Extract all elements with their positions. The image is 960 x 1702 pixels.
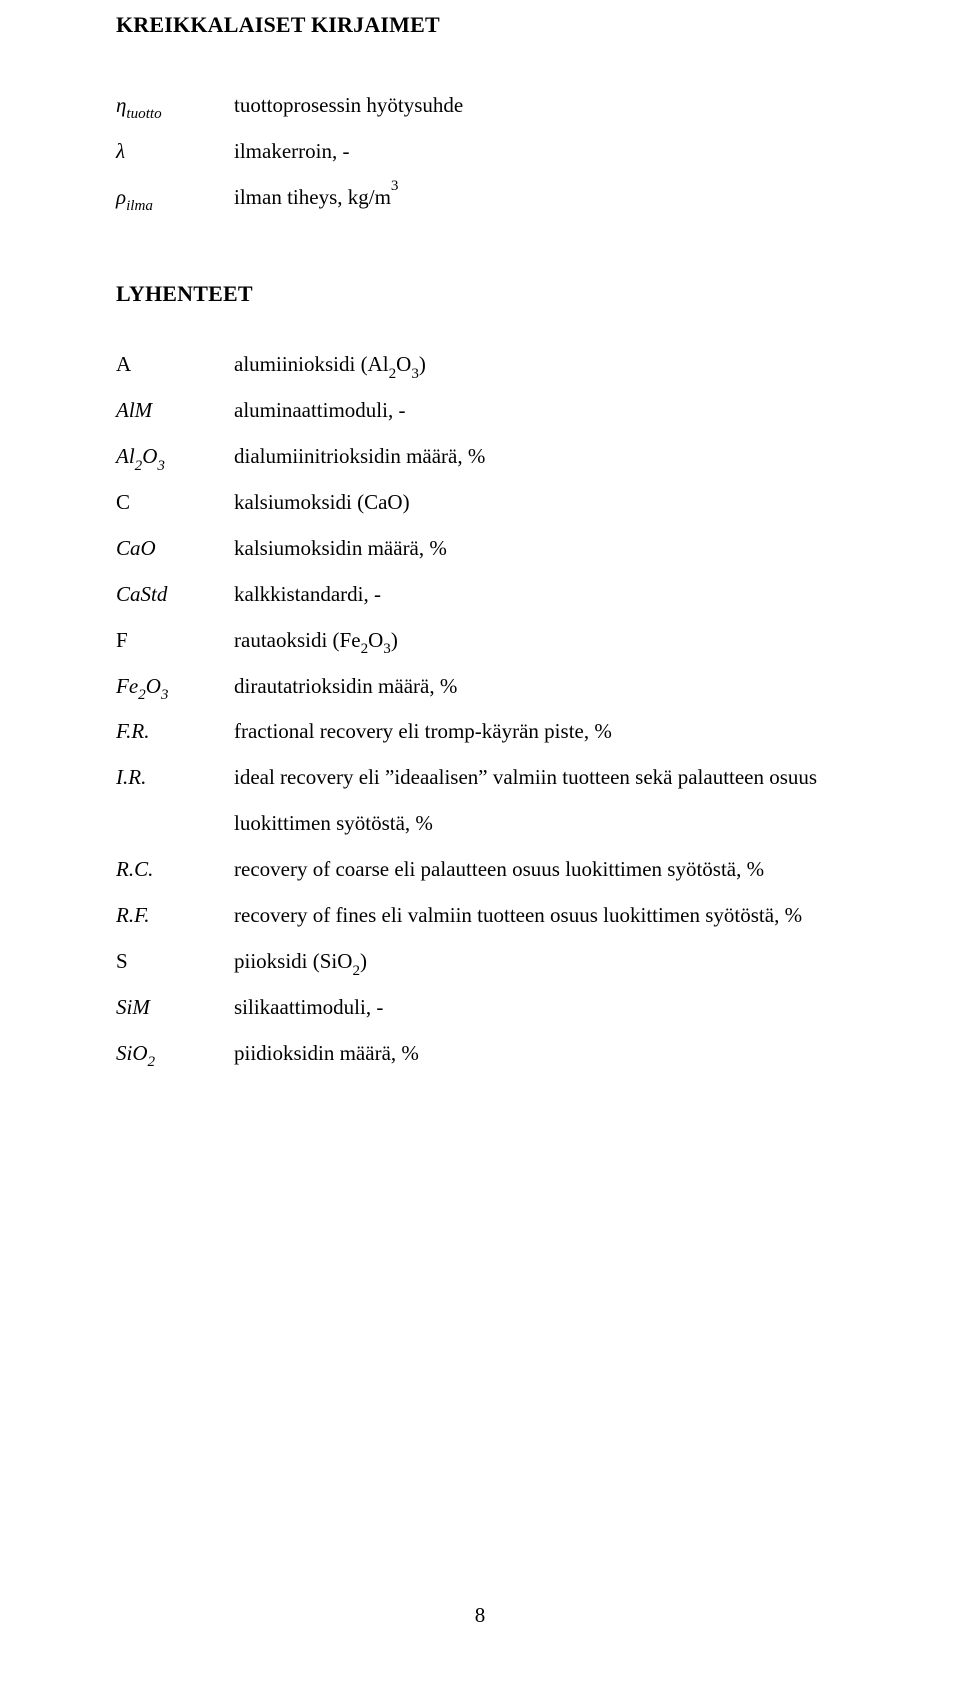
definition-description: ilman tiheys, kg/m3 — [234, 178, 852, 224]
abbr-definitions: Aalumiinioksidi (Al2O3)AlMaluminaattimod… — [116, 345, 852, 1079]
definition-symbol: A — [116, 345, 234, 391]
definition-row: ρilmailman tiheys, kg/m3 — [116, 178, 852, 224]
definition-symbol: SiM — [116, 988, 234, 1034]
definition-symbol: R.F. — [116, 896, 234, 942]
definition-row: ηtuottotuottoprosessin hyötysuhde — [116, 86, 852, 132]
definition-symbol: I.R. — [116, 758, 234, 804]
definition-description: dirautatrioksidin määrä, % — [234, 667, 852, 713]
definition-description: alumiinioksidi (Al2O3) — [234, 345, 852, 391]
definition-description: kalsiumoksidin määrä, % — [234, 529, 852, 575]
definition-row: Frautaoksidi (Fe2O3) — [116, 621, 852, 667]
definition-row: Aalumiinioksidi (Al2O3) — [116, 345, 852, 391]
greek-definitions: ηtuottotuottoprosessin hyötysuhdeλilmake… — [116, 86, 852, 224]
definition-row: SiMsilikaattimoduli, - — [116, 988, 852, 1034]
definition-symbol: ρilma — [116, 178, 234, 224]
definition-row: Al2O3dialumiinitrioksidin määrä, % — [116, 437, 852, 483]
definition-symbol: SiO2 — [116, 1034, 234, 1080]
heading-abbr: LYHENTEET — [116, 273, 852, 315]
definition-description: aluminaattimoduli, - — [234, 391, 852, 437]
definition-description: silikaattimoduli, - — [234, 988, 852, 1034]
heading-greek: KREIKKALAISET KIRJAIMET — [116, 4, 852, 46]
definition-symbol: AlM — [116, 391, 234, 437]
definition-description: piioksidi (SiO2) — [234, 942, 852, 988]
definition-row: SiO2piidioksidin määrä, % — [116, 1034, 852, 1080]
definition-symbol: CaStd — [116, 575, 234, 621]
definition-description: tuottoprosessin hyötysuhde — [234, 86, 852, 132]
definition-symbol: Al2O3 — [116, 437, 234, 483]
definition-symbol: Fe2O3 — [116, 667, 234, 713]
definition-row: I.R.ideal recovery eli ”ideaalisen” valm… — [116, 758, 852, 804]
definition-row: Ckalsiumoksidi (CaO) — [116, 483, 852, 529]
definition-symbol: C — [116, 483, 234, 529]
definition-row: F.R.fractional recovery eli tromp-käyrän… — [116, 712, 852, 758]
definition-symbol: F.R. — [116, 712, 234, 758]
definition-description: ilmakerroin, - — [234, 132, 852, 178]
definition-row: R.C.recovery of coarse eli palautteen os… — [116, 850, 852, 896]
definition-symbol: λ — [116, 132, 234, 178]
definition-symbol: CaO — [116, 529, 234, 575]
definition-description: recovery of fines eli valmiin tuotteen o… — [234, 896, 852, 942]
definition-description: piidioksidin määrä, % — [234, 1034, 852, 1080]
definition-description: recovery of coarse eli palautteen osuus … — [234, 850, 852, 896]
definition-description: kalkkistandardi, - — [234, 575, 852, 621]
definition-description: ideal recovery eli ”ideaalisen” valmiin … — [234, 758, 852, 804]
definition-symbol: ηtuotto — [116, 86, 234, 132]
definition-symbol: R.C. — [116, 850, 234, 896]
definition-symbol: F — [116, 621, 234, 667]
definition-row: λilmakerroin, - — [116, 132, 852, 178]
definition-row: CaStdkalkkistandardi, - — [116, 575, 852, 621]
definition-description: dialumiinitrioksidin määrä, % — [234, 437, 852, 483]
definition-row: AlMaluminaattimoduli, - — [116, 391, 852, 437]
definition-row: CaOkalsiumoksidin määrä, % — [116, 529, 852, 575]
definition-symbol — [116, 804, 234, 850]
definition-description: kalsiumoksidi (CaO) — [234, 483, 852, 529]
page: KREIKKALAISET KIRJAIMET ηtuottotuottopro… — [0, 0, 960, 1702]
page-number: 8 — [0, 1596, 960, 1636]
definition-symbol: S — [116, 942, 234, 988]
definition-description: rautaoksidi (Fe2O3) — [234, 621, 852, 667]
definition-row: R.F.recovery of fines eli valmiin tuotte… — [116, 896, 852, 942]
definition-description: fractional recovery eli tromp-käyrän pis… — [234, 712, 852, 758]
definition-row: Spiioksidi (SiO2) — [116, 942, 852, 988]
definition-row-continuation: luokittimen syötöstä, % — [116, 804, 852, 850]
definition-row: Fe2O3dirautatrioksidin määrä, % — [116, 667, 852, 713]
definition-description: luokittimen syötöstä, % — [234, 804, 852, 850]
